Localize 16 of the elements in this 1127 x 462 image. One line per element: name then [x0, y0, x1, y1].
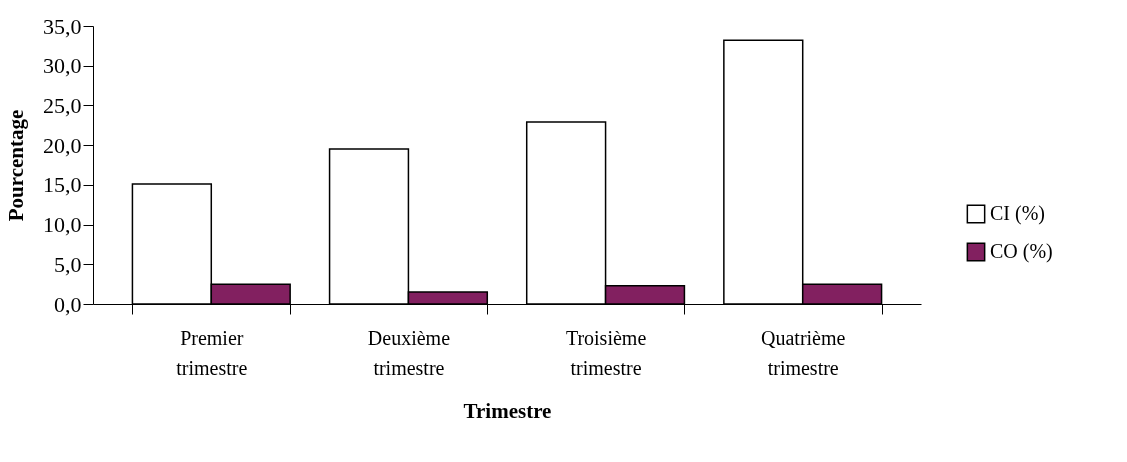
x-tick-label: Deuxième trimestre [367, 326, 451, 379]
y-tick-label: 5,0 [54, 251, 82, 277]
y-tick-label: 0,0 [54, 291, 82, 317]
y-axis-title: Pourcentage [4, 109, 28, 222]
y-tick-label: 30,0 [43, 53, 82, 79]
y-tick-label: 15,0 [43, 172, 82, 198]
legend-label: CO (%) [990, 240, 1053, 263]
x-axis-title: Trimestre [463, 398, 552, 423]
y-tick-label: 35,0 [43, 13, 82, 39]
x-tick-label: Premier trimestre [176, 326, 248, 379]
y-tick-label: 10,0 [43, 212, 82, 238]
x-tick-label: Troisième trimestre [565, 326, 647, 379]
y-tick-label: 20,0 [43, 132, 82, 158]
x-tick-label: Quatrième trimestre [761, 326, 846, 379]
y-tick-label: 25,0 [43, 92, 82, 118]
legend-label: CI (%) [990, 202, 1045, 225]
